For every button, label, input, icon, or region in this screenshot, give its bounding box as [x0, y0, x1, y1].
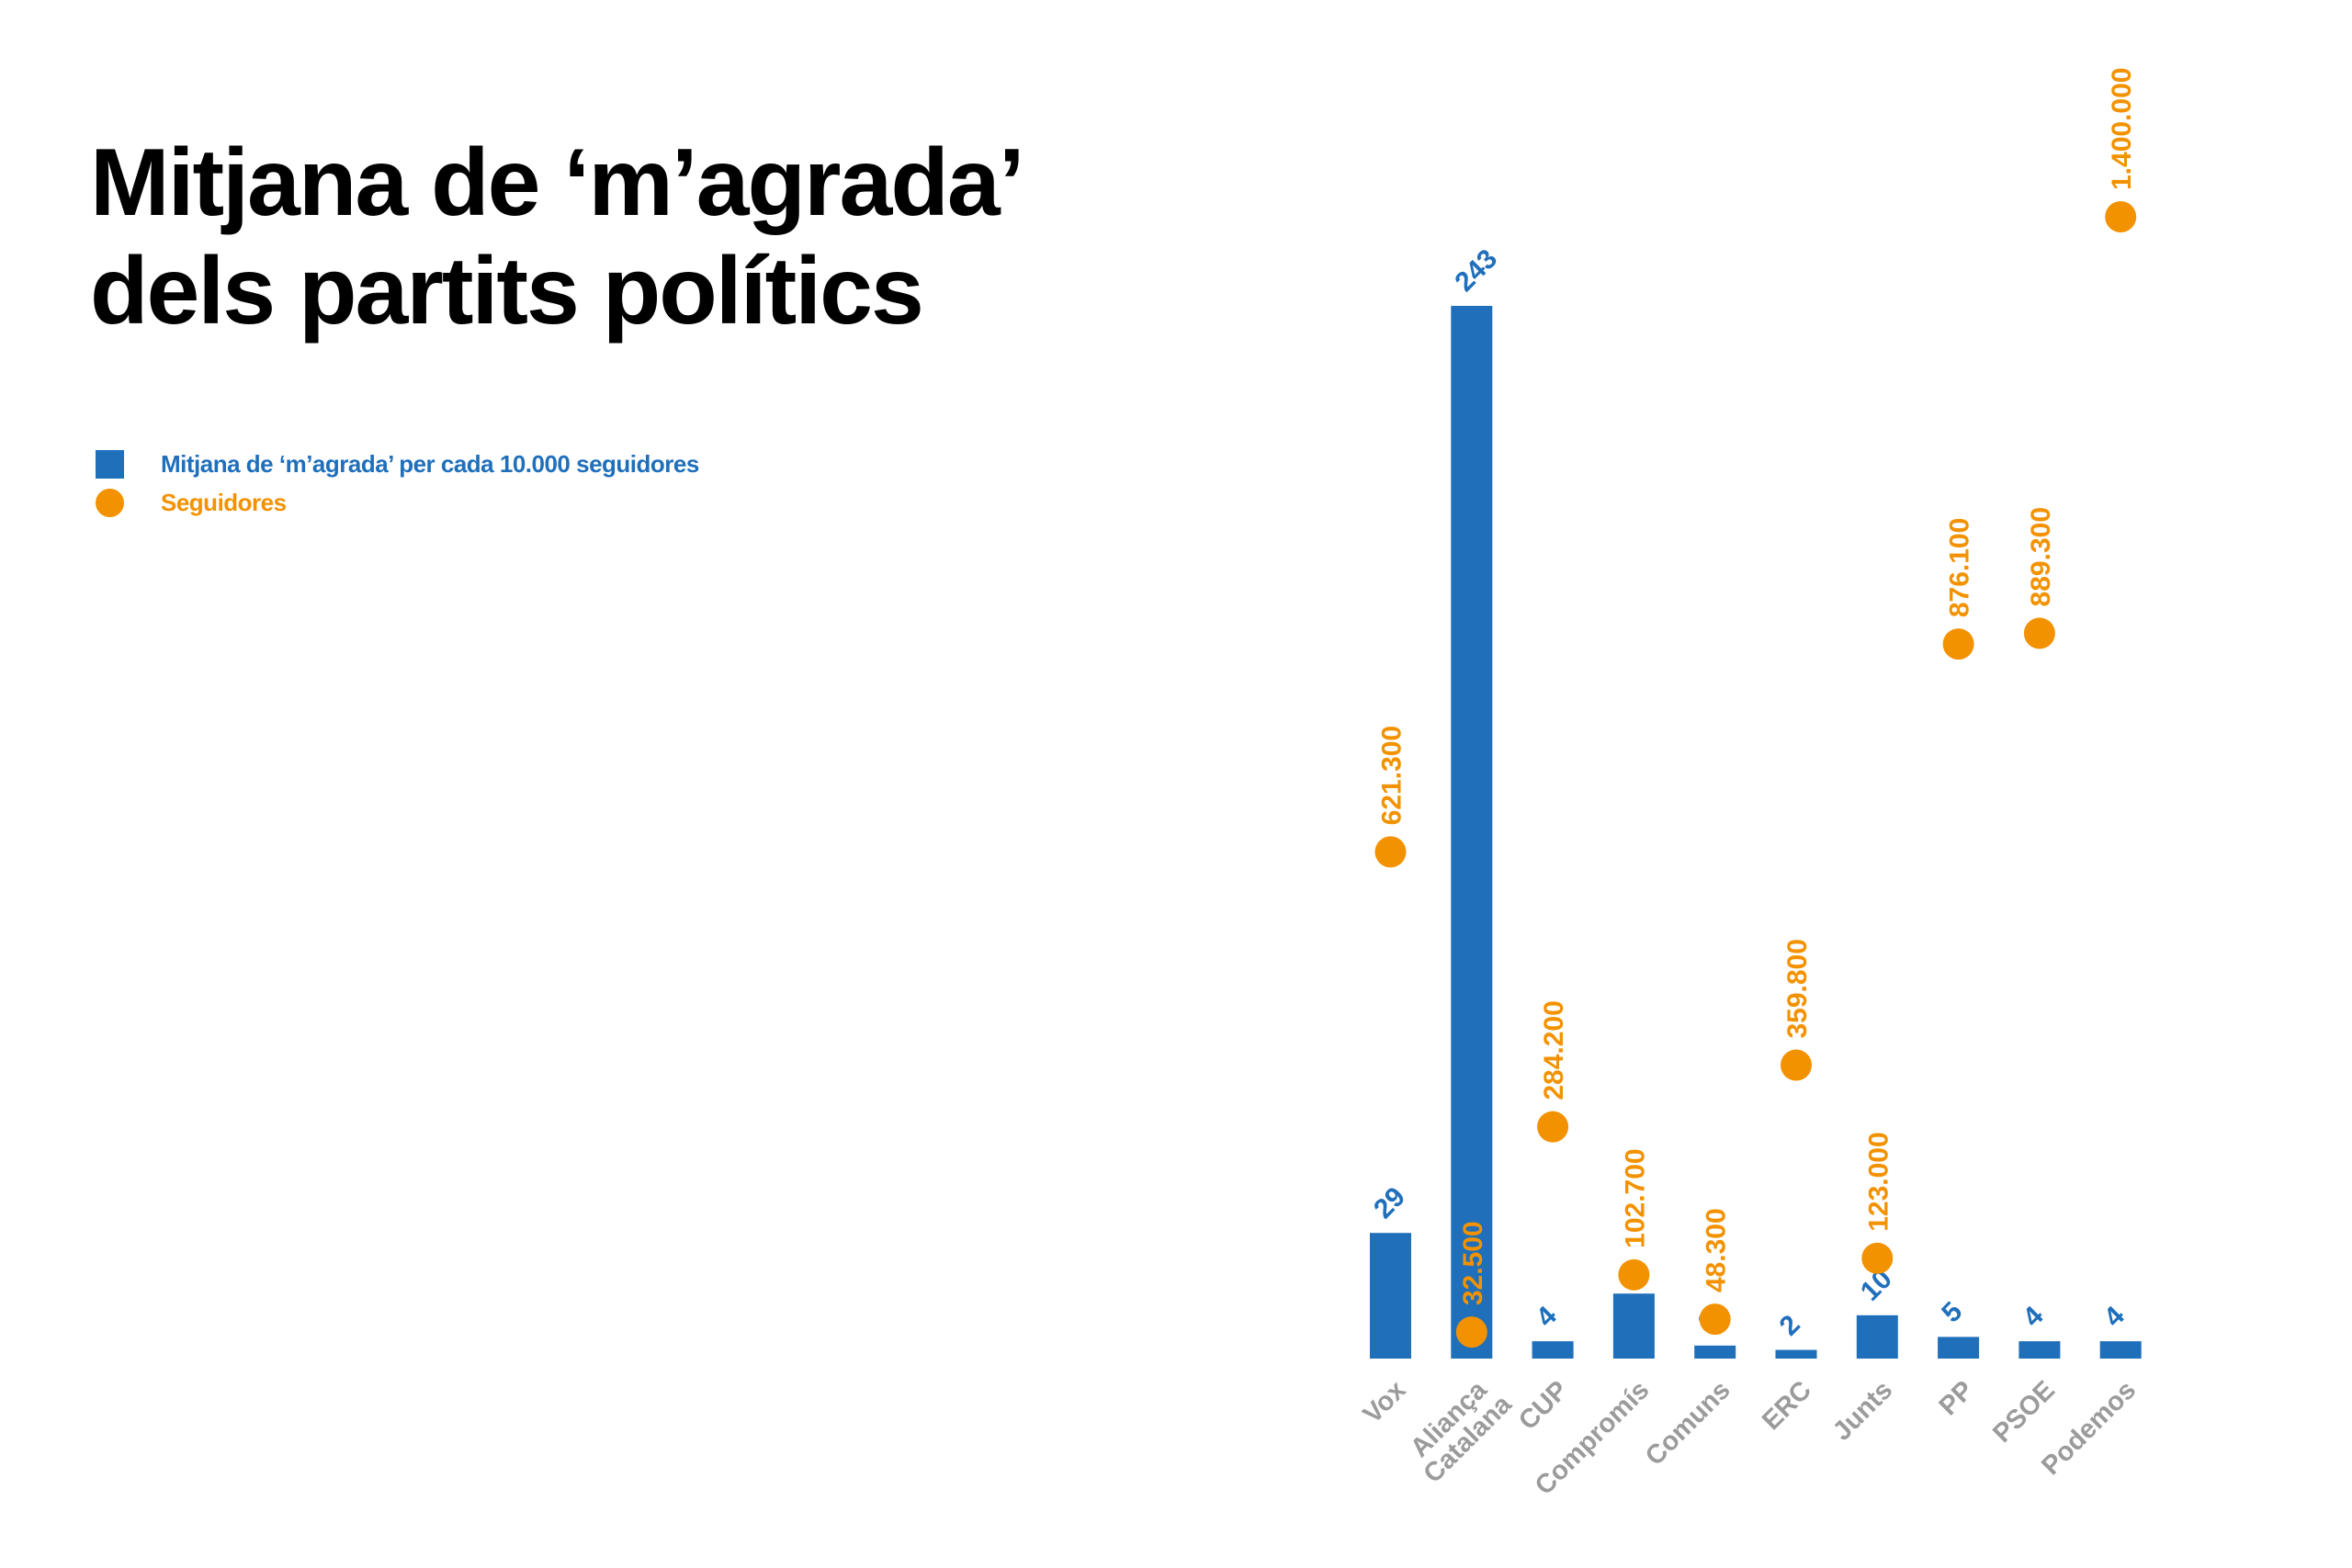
follower-value-label: 621.300	[1377, 726, 1408, 825]
category-label: Comuns	[1640, 1375, 1736, 1472]
bar	[1370, 1233, 1411, 1359]
square-icon	[96, 449, 124, 479]
bar-value-label: 5	[1936, 1296, 1968, 1328]
circle-icon	[96, 488, 124, 517]
category-label: CUP	[1513, 1375, 1574, 1436]
legend-item-followers: Seguidores	[96, 483, 699, 522]
category-label: ERC	[1757, 1375, 1817, 1436]
legend-item-likes: Mitjana de ‘m’agrada’ per cada 10.000 se…	[96, 445, 699, 483]
category-label-line: Comuns	[1640, 1375, 1736, 1472]
bar-value-label: 29	[1368, 1181, 1411, 1224]
follower-value-label: 32.500	[1458, 1221, 1488, 1305]
bar	[1612, 1293, 1655, 1359]
follower-value-label: 102.700	[1620, 1148, 1650, 1247]
chart-title-line-2: dels partits polítics	[90, 238, 924, 344]
follower-dot	[2023, 617, 2055, 649]
bar-value-label: 2	[1774, 1309, 1806, 1341]
category-label: Junts	[1827, 1375, 1898, 1446]
bar	[1451, 306, 1493, 1359]
category-label-line: PP	[1934, 1375, 1980, 1421]
dot-series	[1374, 201, 2137, 1348]
follower-dot	[2105, 201, 2137, 232]
bar	[1775, 1349, 1817, 1359]
chart-title-line-1: Mitjana de ‘m’agrada’	[90, 130, 1025, 236]
bar	[1938, 1337, 1980, 1359]
follower-dot	[1699, 1303, 1731, 1336]
legend-label-followers: Seguidores	[161, 488, 287, 516]
bar-value-label: 243	[1449, 243, 1503, 298]
bar	[2018, 1341, 2061, 1359]
follower-dot	[1781, 1049, 1812, 1081]
follower-value-label: 284.200	[1539, 1000, 1569, 1100]
category-label-line: CUP	[1513, 1375, 1574, 1436]
category-label-line: Vox	[1358, 1375, 1412, 1429]
follower-dot	[1537, 1111, 1569, 1143]
bar	[2099, 1341, 2142, 1359]
follower-value-label: 359.800	[1782, 939, 1813, 1038]
follower-dot	[1455, 1316, 1487, 1348]
category-label-line: ERC	[1757, 1375, 1817, 1436]
follower-value-label: 876.100	[1945, 518, 1975, 617]
category-label: AliançaCatalana	[1398, 1370, 1518, 1489]
bar-value-label: 4	[2098, 1301, 2131, 1333]
follower-dot	[1618, 1258, 1650, 1291]
legend-label-likes: Mitjana de ‘m’agrada’ per cada 10.000 se…	[161, 449, 699, 478]
bar-value-label: 4	[1531, 1301, 1563, 1333]
category-label: Vox	[1358, 1375, 1412, 1429]
follower-value-label: 889.300	[2026, 507, 2056, 606]
bar	[1532, 1341, 1574, 1359]
follower-value-label: 48.300	[1702, 1208, 1732, 1292]
category-label-line: Junts	[1827, 1375, 1898, 1446]
category-label-line: PSOE	[1987, 1375, 2061, 1449]
follower-value-label: 1.400.000	[2107, 68, 2137, 190]
legend: Mitjana de ‘m’agrada’ per cada 10.000 se…	[96, 445, 699, 522]
category-label: PSOE	[1987, 1375, 2061, 1449]
bar-series	[1370, 306, 2142, 1359]
category-label: PP	[1934, 1375, 1980, 1421]
dot-label-series: 621.300 32.500 284.200 102.700 48.300 359.800…	[1377, 68, 2138, 1306]
follower-dot	[1861, 1242, 1894, 1274]
follower-dot	[1942, 628, 1974, 660]
bar-value-label: 4	[2018, 1301, 2050, 1333]
follower-dot	[1374, 836, 1407, 868]
follower-value-label: 123.000	[1863, 1132, 1894, 1231]
chart-title: Mitjana de ‘m’agrada’ dels partits polít…	[90, 129, 1025, 345]
bar	[1856, 1314, 1898, 1359]
bar	[1694, 1345, 1736, 1359]
